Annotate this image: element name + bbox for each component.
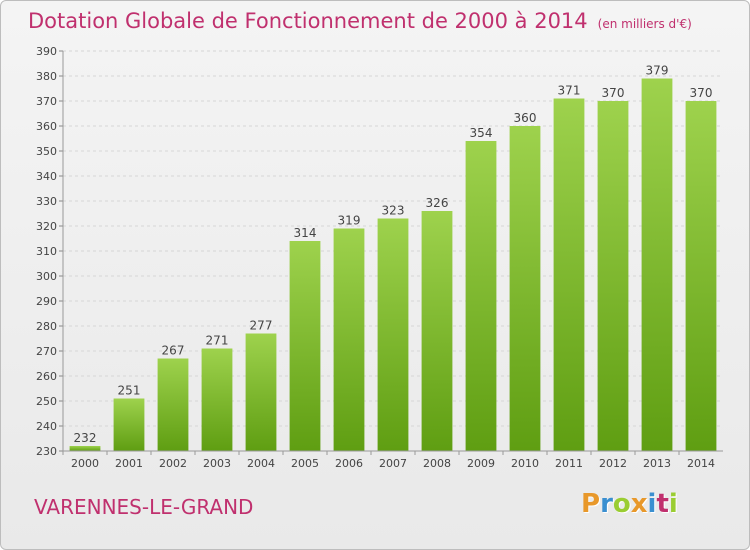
data-label: 326: [426, 196, 449, 210]
data-label: 271: [206, 334, 229, 348]
bar-2006: [333, 228, 365, 451]
bar-2004: [245, 333, 277, 451]
x-tick-label: 2006: [335, 457, 363, 470]
x-axis: 2000 2001 2002 2003 2004 2005 2006 2007 2008 2009…: [62, 450, 723, 470]
bar-2009: [465, 141, 497, 451]
data-label: 267: [162, 344, 185, 358]
bars: [69, 78, 717, 451]
y-tick-label: 380: [36, 70, 57, 83]
y-tick-label: 240: [36, 420, 57, 433]
data-label: 319: [338, 214, 361, 228]
y-tick-label: 390: [36, 45, 57, 58]
y-tick-label: 360: [36, 120, 57, 133]
y-tick-label: 300: [36, 270, 57, 283]
bar-2010: [509, 126, 541, 451]
data-label: 360: [514, 111, 537, 125]
x-tick-label: 2003: [203, 457, 231, 470]
bar-2008: [421, 211, 453, 451]
y-axis: 230 240 250 260 270 280 290 300 310 320 330 340 350 3…: [36, 45, 64, 458]
bar-2011: [553, 98, 585, 451]
data-label: 232: [74, 431, 97, 445]
y-tick-label: 340: [36, 170, 57, 183]
logo-letter: i: [647, 489, 657, 519]
data-label: 371: [558, 84, 581, 98]
logo-letter: i: [668, 489, 678, 519]
data-labels: 232 251 267 271 277 314 319 323 326 354 360 371 370 3…: [74, 64, 713, 446]
x-tick-label: 2004: [247, 457, 275, 470]
y-tick-label: 370: [36, 95, 57, 108]
bar-2005: [289, 241, 321, 451]
x-tick-label: 2002: [159, 457, 187, 470]
bar-2003: [201, 348, 233, 451]
y-tick-label: 320: [36, 220, 57, 233]
y-tick-label: 280: [36, 320, 57, 333]
chart-title-text: Dotation Globale de Fonctionnement de 20…: [28, 9, 588, 33]
data-label: 314: [294, 226, 317, 240]
x-tick-label: 2005: [291, 457, 319, 470]
x-tick-label: 2012: [599, 457, 627, 470]
logo-letter: P: [581, 489, 601, 519]
x-tick-label: 2011: [555, 457, 583, 470]
x-tick-label: 2010: [511, 457, 539, 470]
x-tick-label: 2001: [115, 457, 143, 470]
x-tick-label: 2008: [423, 457, 451, 470]
y-tick-label: 230: [36, 445, 57, 458]
bar-2013: [641, 78, 673, 451]
logo-letter: t: [656, 489, 669, 519]
y-tick-label: 350: [36, 145, 57, 158]
data-label: 277: [250, 319, 273, 333]
y-tick-label: 250: [36, 395, 57, 408]
data-label: 323: [382, 204, 405, 218]
data-label: 370: [690, 86, 713, 100]
bar-2001: [113, 398, 145, 451]
x-tick-label: 2009: [467, 457, 495, 470]
data-label: 354: [470, 126, 493, 140]
logo-letter: o: [612, 489, 631, 519]
proxiti-logo[interactable]: Proxiti: [581, 489, 678, 519]
logo-letter: x: [630, 489, 648, 519]
data-label: 370: [602, 86, 625, 100]
chart-title: Dotation Globale de Fonctionnement de 20…: [28, 9, 692, 33]
bar-2007: [377, 218, 409, 451]
bar-2002: [157, 358, 189, 451]
y-tick-label: 290: [36, 295, 57, 308]
x-tick-label: 2013: [643, 457, 671, 470]
y-tick-label: 310: [36, 245, 57, 258]
data-label: 379: [646, 64, 669, 78]
y-tick-label: 260: [36, 370, 57, 383]
y-tick-label: 270: [36, 345, 57, 358]
x-tick-label: 2000: [71, 457, 99, 470]
x-tick-label: 2014: [687, 457, 715, 470]
bar-2014: [685, 101, 717, 451]
data-label: 251: [118, 384, 141, 398]
logo-letter: r: [600, 489, 613, 519]
x-tick-label: 2007: [379, 457, 407, 470]
y-tick-label: 330: [36, 195, 57, 208]
bar-2000: [69, 446, 101, 451]
town-name: VARENNES-LE-GRAND: [34, 495, 254, 519]
chart-subtitle: (en milliers d'€): [597, 17, 692, 31]
bar-2012: [597, 101, 629, 451]
